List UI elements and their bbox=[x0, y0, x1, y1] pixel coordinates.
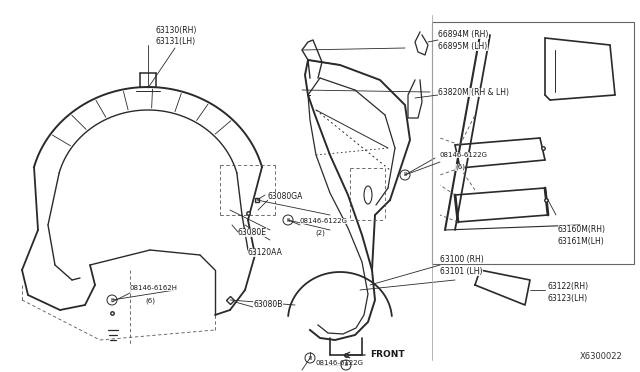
Text: 63122(RH): 63122(RH) bbox=[548, 282, 589, 291]
Text: 63080B: 63080B bbox=[253, 300, 282, 309]
Text: 63161M(LH): 63161M(LH) bbox=[558, 237, 605, 246]
Bar bbox=[432, 22, 634, 264]
Text: 63120AA: 63120AA bbox=[248, 248, 283, 257]
Text: 63080E: 63080E bbox=[238, 228, 267, 237]
Text: 63820M (RH & LH): 63820M (RH & LH) bbox=[438, 88, 509, 97]
Text: B: B bbox=[286, 218, 290, 222]
Text: B: B bbox=[308, 356, 312, 360]
Text: (2): (2) bbox=[315, 230, 325, 237]
Text: B: B bbox=[110, 298, 114, 302]
Text: 66895M (LH): 66895M (LH) bbox=[438, 42, 487, 51]
Text: 63131(LH): 63131(LH) bbox=[155, 37, 195, 46]
Text: B: B bbox=[403, 173, 406, 177]
Text: 66894M (RH): 66894M (RH) bbox=[438, 30, 488, 39]
Text: FRONT: FRONT bbox=[370, 350, 404, 359]
Text: B: B bbox=[344, 362, 348, 368]
Text: 08146-6122G: 08146-6122G bbox=[315, 360, 363, 366]
Text: 63100 (RH): 63100 (RH) bbox=[440, 255, 484, 264]
Text: (6): (6) bbox=[455, 164, 465, 170]
Text: 08146-6122G: 08146-6122G bbox=[300, 218, 348, 224]
Text: 63130(RH): 63130(RH) bbox=[155, 26, 196, 35]
Text: 08146-6162H: 08146-6162H bbox=[130, 285, 178, 291]
Text: (6): (6) bbox=[145, 297, 155, 304]
Text: 63101 (LH): 63101 (LH) bbox=[440, 267, 483, 276]
Text: X6300022: X6300022 bbox=[580, 352, 623, 361]
Text: 63123(LH): 63123(LH) bbox=[548, 294, 588, 303]
Text: 63160M(RH): 63160M(RH) bbox=[558, 225, 606, 234]
Text: 08146-6122G: 08146-6122G bbox=[440, 152, 488, 158]
Text: 63080GA: 63080GA bbox=[268, 192, 303, 201]
